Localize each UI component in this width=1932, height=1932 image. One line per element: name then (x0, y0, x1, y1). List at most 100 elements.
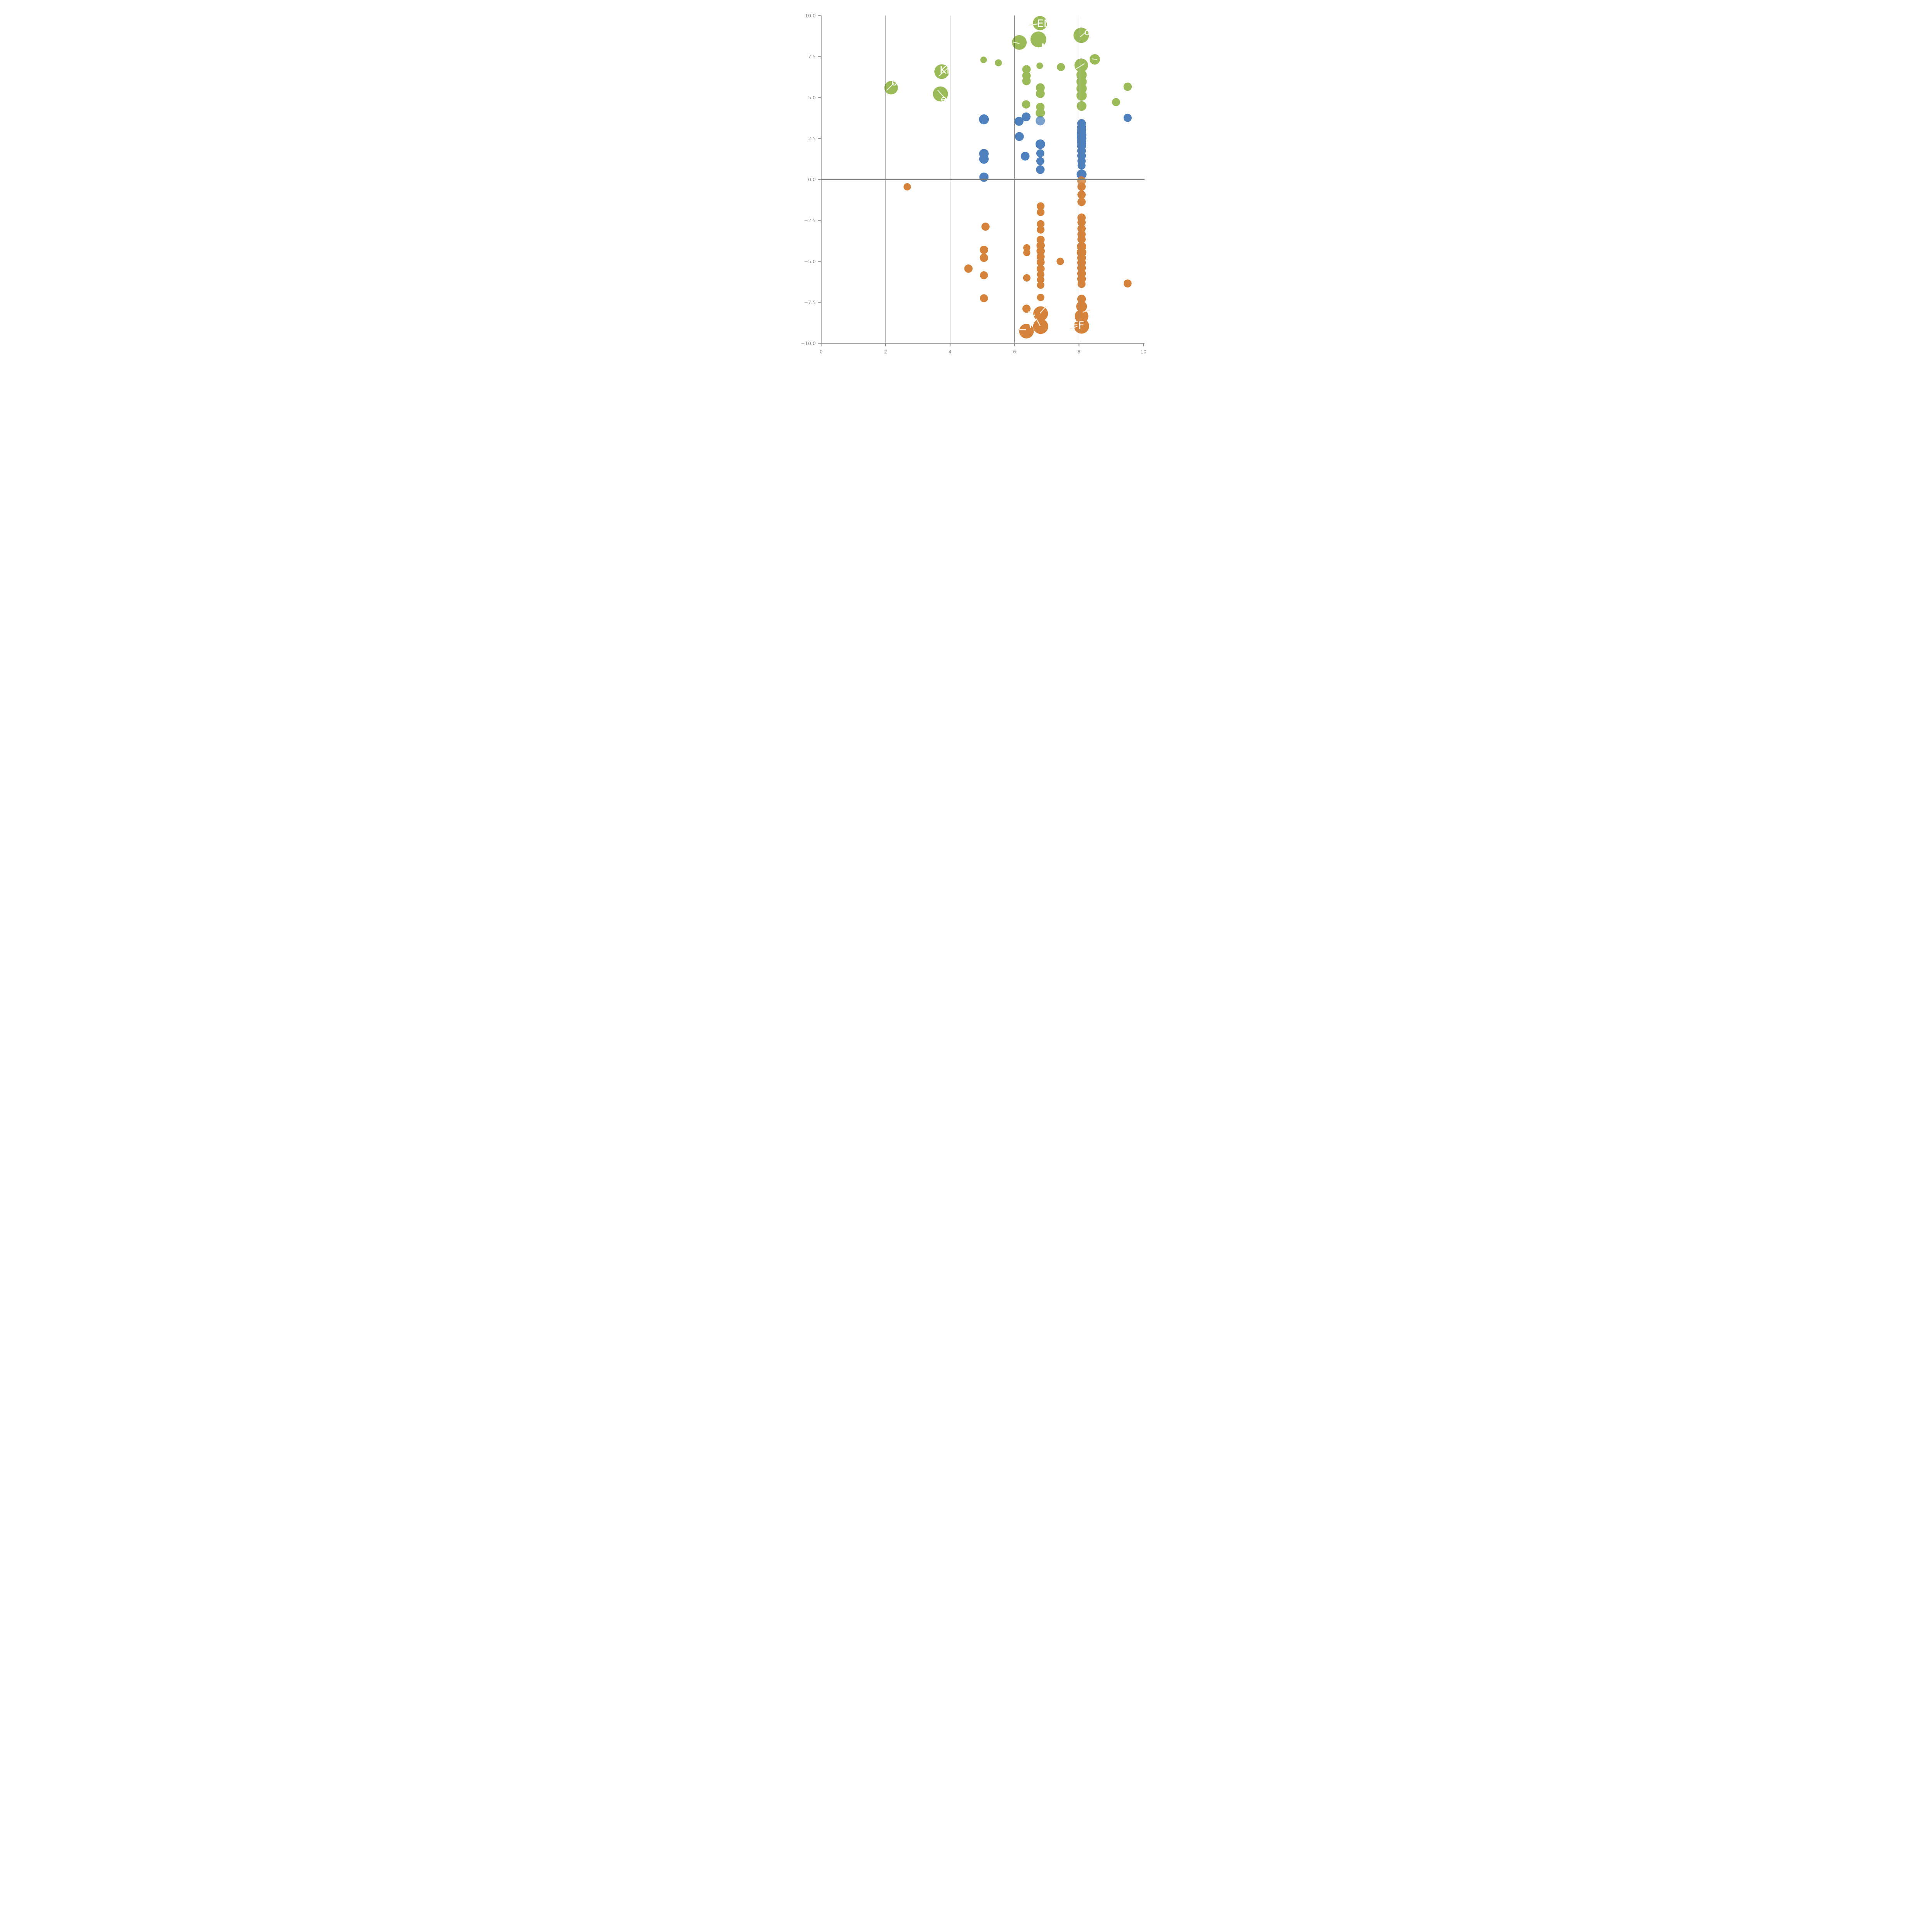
x-tick-label: 6 (1013, 349, 1016, 354)
bubble-label-fragment: EN (1037, 18, 1051, 30)
bubble-blue (1036, 165, 1045, 174)
bubble-label-fragment: o (891, 77, 897, 88)
x-tick-label: 0 (820, 349, 823, 354)
bubble-orange (1077, 176, 1086, 185)
bubble-label-fragment: M (1041, 42, 1049, 53)
bubble-blue (1036, 149, 1044, 157)
bubble-blue (1035, 139, 1045, 149)
bubble-orange (980, 245, 988, 254)
bubble-blue (1020, 151, 1030, 161)
bubble-orange (1077, 190, 1086, 199)
leader-line (1092, 58, 1098, 60)
y-tick-label: 2.5 (808, 136, 816, 141)
leader-line (1080, 32, 1086, 37)
bubble-orange (903, 183, 911, 190)
bubble-orange (1077, 218, 1086, 227)
y-tick-label: 5.0 (808, 95, 816, 100)
bubble-orange (980, 294, 988, 303)
bubble-green (995, 59, 1002, 66)
x-tick-label: 4 (949, 349, 952, 354)
bubble-orange (1036, 236, 1045, 244)
bubble-blue (1015, 132, 1024, 141)
bubble-orange (1036, 258, 1045, 266)
bubble-green (1033, 16, 1047, 31)
bubble-green (1076, 90, 1087, 101)
bubble-orange (1077, 294, 1086, 304)
bubble-green (884, 81, 898, 95)
bubble-orange (1037, 281, 1044, 289)
y-tick-label: −7.5 (804, 299, 816, 305)
bubble-orange (1036, 265, 1045, 273)
y-tick-label: 10.0 (805, 13, 816, 19)
bubble-green (1036, 108, 1045, 118)
bubble-green (1036, 89, 1045, 98)
bubble-green (1112, 98, 1120, 106)
bubble-label-fragment: FF (1072, 320, 1084, 332)
bubble-orange (1037, 220, 1045, 228)
bubble-green (1077, 101, 1087, 111)
bubble-orange (1123, 279, 1132, 287)
leader-line (1040, 306, 1046, 314)
bubble-orange (1037, 202, 1045, 210)
bubble-green (1022, 65, 1031, 74)
bubble-orange (1077, 280, 1086, 288)
bubble-orange (1033, 319, 1048, 334)
bubble-orange (1074, 318, 1089, 334)
y-tick-label: −2.5 (804, 218, 816, 223)
bubble-orange (1023, 249, 1031, 257)
tick-labels-layer: 10.0 7.5 5.0 2.5 0.0 −2.5 −5.0 −7.5 −10.0 0 2 4 6 8 10 (801, 13, 1146, 355)
bubble-orange (1019, 324, 1034, 338)
bubble-orange (964, 264, 973, 273)
bubble-orange (981, 222, 990, 231)
leader-line (1036, 318, 1041, 326)
bubble-orange (1037, 294, 1044, 301)
bubble-green (1073, 27, 1089, 43)
bubble-orange (980, 253, 988, 262)
x-tick-label: 8 (1077, 349, 1080, 354)
bubble-orange (1037, 270, 1044, 278)
leader-line (886, 83, 895, 91)
leader-lines-layer (886, 23, 1098, 330)
bubbles-layer (884, 16, 1132, 338)
bubble-orange (1037, 226, 1045, 234)
bubble-green (934, 64, 949, 79)
leader-line (1028, 23, 1040, 26)
bubble-label-fragment: e (941, 94, 947, 104)
bubble-orange (1022, 304, 1031, 313)
bubble-orange (1077, 182, 1086, 191)
bubble-orange (1077, 224, 1086, 233)
bubble-green (1057, 63, 1065, 71)
bubble-orange (1023, 244, 1031, 252)
bubble-label-fragment: KI (940, 65, 950, 77)
y-tick-label: −10.0 (801, 340, 816, 346)
leader-line (1013, 41, 1020, 44)
bubble-green (1022, 100, 1031, 109)
leader-line (1076, 63, 1085, 70)
bubble-orange (1077, 197, 1086, 206)
y-tick-label: −5.0 (804, 259, 816, 264)
leader-line (937, 90, 945, 98)
bubble-orange (980, 271, 988, 279)
bubble-blue (979, 114, 989, 124)
bubble-green (1022, 77, 1031, 85)
bubble-green (980, 56, 987, 63)
bubble-orange (1037, 208, 1045, 216)
bubble-chart-figure: EN M KI o e o FF( 10.0 7.5 5.0 2.5 0.0 −2.5 −5.0 −7.5… (773, 0, 1159, 386)
bubble-green (1030, 31, 1046, 48)
bubble-blue (1036, 157, 1044, 165)
bubble-blue (979, 172, 989, 182)
leader-line (1069, 326, 1078, 330)
bubble-blue (979, 154, 989, 164)
leader-line (1083, 310, 1090, 313)
bubble-blue (1077, 162, 1086, 170)
leader-line (939, 68, 949, 77)
bubble-orange (1077, 235, 1086, 243)
bubble-label-fragment: o (1084, 27, 1090, 37)
bubble-blue (1123, 114, 1132, 122)
leader-line (1028, 311, 1032, 314)
bubble-orange (1056, 257, 1064, 265)
x-tick-label: 10 (1140, 349, 1146, 354)
bubble-orange (1036, 247, 1045, 255)
